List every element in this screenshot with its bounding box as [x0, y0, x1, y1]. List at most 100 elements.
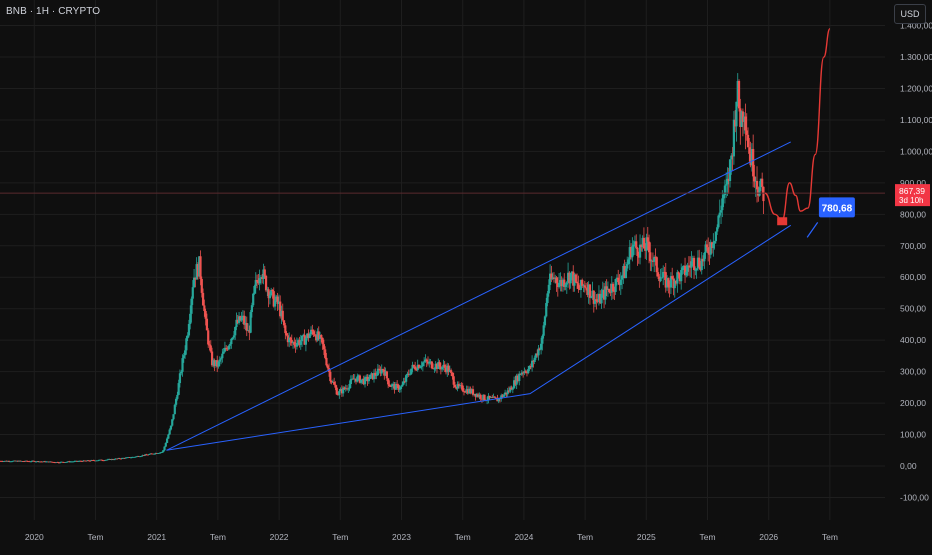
x-tick-label: 2022 — [270, 532, 289, 542]
candle-body — [172, 414, 175, 420]
candle-body — [293, 342, 296, 345]
candle-body — [252, 293, 255, 306]
candle-body — [253, 285, 256, 294]
candle-body — [402, 381, 405, 385]
candle-body — [629, 247, 633, 258]
candle-body — [78, 460, 81, 462]
candle-body — [748, 147, 751, 154]
candle-body — [88, 460, 92, 462]
candle-body — [248, 330, 251, 333]
candle-body — [698, 257, 701, 267]
candle-body — [25, 460, 29, 462]
candle-body — [448, 370, 451, 372]
candle-body — [311, 329, 314, 332]
candle-body — [514, 380, 517, 385]
candle-body — [231, 337, 234, 339]
candle-body — [554, 277, 557, 279]
drawings[interactable]: 780,68 — [0, 28, 885, 451]
candle-body — [547, 284, 550, 294]
candle-body — [108, 459, 111, 460]
candle-body — [342, 387, 345, 394]
candle-body — [672, 278, 675, 289]
candle-body — [537, 348, 540, 356]
candle-body — [746, 134, 750, 148]
candle-body — [91, 460, 94, 461]
candle-body — [254, 280, 257, 286]
candle-body — [631, 246, 634, 258]
candle-body — [230, 338, 233, 345]
candle-body — [536, 353, 539, 356]
candle-body — [578, 288, 581, 290]
candle-body — [660, 277, 664, 279]
candle-body — [584, 287, 588, 289]
candle-body — [212, 360, 215, 366]
candle-body — [438, 362, 441, 367]
candle-body — [707, 247, 710, 254]
candle-body — [246, 330, 250, 332]
candle-body — [218, 359, 221, 362]
candle-body — [642, 237, 646, 249]
candle-body — [453, 384, 457, 388]
candle-body — [100, 459, 103, 461]
currency-button[interactable]: USD — [894, 4, 926, 24]
candle-body — [34, 461, 38, 463]
candle-body — [272, 291, 275, 307]
candle-body — [551, 277, 554, 279]
y-tick-label: 1.200,00 — [900, 83, 932, 93]
target-badge-label: 780,68 — [822, 203, 853, 214]
candle-body — [264, 275, 268, 291]
candle-body — [617, 277, 620, 283]
candle-body — [55, 462, 58, 463]
x-tick-label: 2021 — [147, 532, 166, 542]
candle-body — [420, 366, 423, 367]
candle-body — [425, 359, 428, 362]
candle-body — [573, 274, 576, 286]
candle-body — [59, 461, 62, 463]
candle-body — [552, 277, 556, 279]
candle-body — [290, 339, 293, 344]
candle-body — [262, 269, 265, 279]
candle-body — [646, 237, 649, 242]
candle-body — [330, 381, 333, 383]
candle-body — [138, 456, 142, 458]
candle-body — [419, 366, 422, 369]
candle-body — [523, 371, 526, 373]
candle-body — [469, 388, 472, 393]
candle-body — [378, 368, 381, 370]
candle-body — [452, 376, 455, 385]
candle-body — [464, 391, 467, 393]
candle-body — [475, 394, 478, 397]
candle-body — [81, 461, 84, 462]
candle-body — [408, 374, 412, 375]
candle-body — [694, 269, 697, 271]
candle-body — [754, 180, 757, 182]
candle-body — [14, 460, 17, 462]
candle-body — [581, 279, 584, 286]
candle-body — [284, 325, 287, 334]
x-tick-label: 2025 — [637, 532, 656, 542]
candle-body — [54, 462, 57, 464]
candle-body — [541, 335, 544, 344]
candle-body — [18, 460, 21, 462]
candle-body — [510, 387, 513, 390]
candle-body — [527, 369, 530, 373]
candle-body — [658, 276, 661, 282]
candle-body — [357, 375, 360, 377]
candle-body — [450, 370, 453, 373]
candle-body — [545, 303, 548, 317]
candle-body — [561, 279, 565, 287]
candle-body — [496, 398, 499, 402]
candle-body — [542, 325, 545, 336]
candle-body — [363, 377, 367, 385]
candle-body — [596, 300, 599, 302]
candle-body — [163, 446, 166, 451]
candle-body — [82, 460, 85, 462]
candle-body — [56, 462, 59, 463]
candle-body — [245, 322, 248, 331]
candle-body — [22, 461, 25, 462]
candle-body — [214, 360, 218, 366]
candle-body — [49, 461, 52, 463]
candle-body — [271, 289, 274, 292]
